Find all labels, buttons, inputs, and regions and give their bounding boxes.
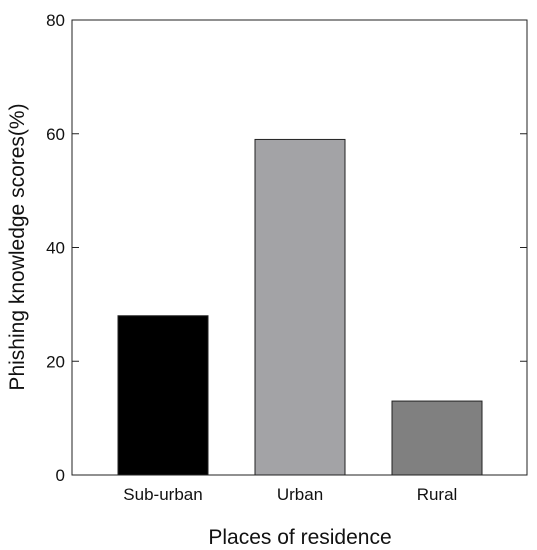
x-tick-label: Sub-urban — [123, 485, 202, 504]
x-tick-label: Rural — [417, 485, 458, 504]
x-axis-ticks: Sub-urban Urban Rural — [123, 468, 457, 504]
bars-group — [117, 138, 483, 476]
y-tick-label: 60 — [46, 125, 65, 144]
x-tick-label: Urban — [277, 485, 323, 504]
y-axis-title: Phishing knowledge scores(%) — [6, 103, 29, 390]
bar-sub-urban — [117, 315, 209, 476]
x-axis-title: Places of residence — [208, 526, 391, 549]
bar-rural — [391, 400, 483, 476]
y-tick-label: 0 — [56, 466, 65, 485]
bar-urban — [254, 138, 346, 476]
y-tick-label: 80 — [46, 11, 65, 30]
y-tick-label: 20 — [46, 352, 65, 371]
y-axis-ticks: 0 20 40 60 80 — [46, 11, 527, 485]
y-tick-label: 40 — [46, 239, 65, 258]
